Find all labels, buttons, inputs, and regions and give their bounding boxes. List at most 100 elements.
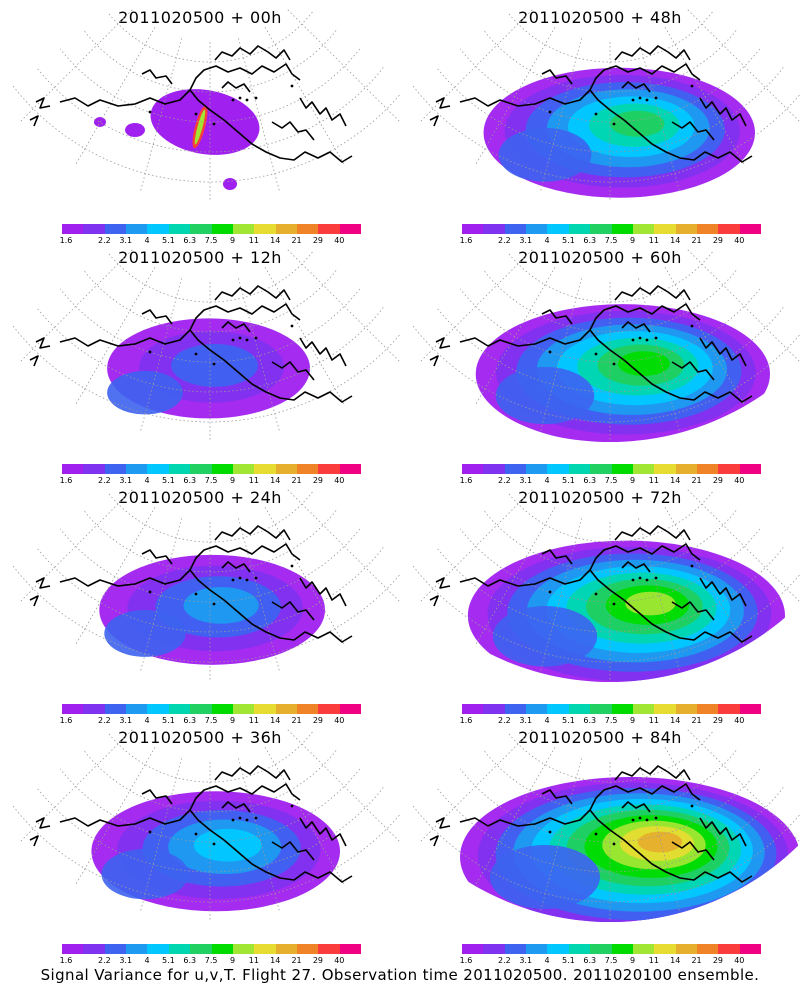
colorbar-tick-label: 40 bbox=[334, 956, 345, 965]
polar-map bbox=[412, 9, 800, 202]
colorbar-swatch bbox=[462, 704, 484, 714]
colorbar-tick-label: 21 bbox=[291, 476, 302, 485]
colorbar-tick-label: 6.3 bbox=[183, 956, 197, 965]
colorbar-tick-label: 7.5 bbox=[604, 476, 618, 485]
colorbar-tick-label: 29 bbox=[312, 236, 324, 245]
colorbar-labels: 1.6 2.2 3.1 4 5.1 6.3 7.5 9 11 14 21 29 40 bbox=[60, 956, 361, 966]
colorbar-swatch bbox=[211, 944, 233, 954]
forecast-panel: 2011020500 + 12h 1.6 2.2 3.1 4 5.1 6.3 7.5 9 11 14… bbox=[0, 242, 400, 487]
colorbar-tick-label: 5.1 bbox=[562, 476, 575, 485]
colorbar bbox=[62, 944, 362, 954]
panel-title: 2011020500 + 48h bbox=[518, 8, 682, 27]
colorbar-tick-label: 21 bbox=[691, 236, 702, 245]
colorbar-tick-label: 14 bbox=[270, 476, 281, 485]
variance-field bbox=[91, 791, 341, 912]
colorbar-tick-label: 3.1 bbox=[519, 956, 533, 965]
colorbar-tick-label: 4 bbox=[544, 476, 550, 485]
colorbar-tick-label: 11 bbox=[248, 956, 259, 965]
colorbar-tick-label: 9 bbox=[629, 716, 636, 725]
polar-map bbox=[12, 489, 400, 682]
colorbar-tick-label: 2.2 bbox=[497, 716, 511, 725]
colorbar-tick-label: 29 bbox=[712, 956, 724, 965]
colorbar-tick-label: 6.3 bbox=[583, 236, 597, 245]
forecast-panel: 2011020500 + 72h 1.6 2.2 3.1 4 5.1 6.3 7.5 9 11 14… bbox=[400, 482, 800, 727]
colorbar-tick-label: 1.6 bbox=[59, 476, 73, 485]
variance-field bbox=[483, 67, 755, 198]
colorbar-tick-label: 2.2 bbox=[497, 236, 511, 245]
forecast-panel: 2011020500 + 36h 1.6 2.2 3.1 4 5.1 6.3 7.5 9 11 14… bbox=[0, 722, 400, 967]
colorbar-swatch bbox=[318, 944, 340, 954]
colorbar-tick-label: 1.6 bbox=[459, 236, 473, 245]
colorbar-swatch bbox=[462, 464, 484, 474]
colorbar-labels: 1.6 2.2 3.1 4 5.1 6.3 7.5 9 11 14 21 29 40 bbox=[459, 476, 761, 486]
colorbar-swatch bbox=[296, 944, 319, 954]
colorbar-swatch bbox=[339, 944, 362, 954]
colorbar-labels: 1.6 2.2 3.1 4 5.1 6.3 7.5 9 11 14 21 29 40 bbox=[460, 956, 761, 966]
colorbar-tick-label: 2.2 bbox=[97, 476, 111, 485]
panel-title: 2011020500 + 60h bbox=[518, 248, 682, 267]
colorbar-swatch bbox=[526, 224, 548, 234]
colorbar-swatch bbox=[504, 224, 527, 234]
colorbar bbox=[62, 704, 362, 714]
colorbar-swatch bbox=[632, 464, 655, 474]
colorbar-swatch bbox=[62, 944, 84, 954]
colorbar-swatch bbox=[83, 464, 105, 474]
colorbar-swatch bbox=[83, 944, 105, 954]
colorbar-swatch bbox=[718, 224, 740, 234]
colorbar bbox=[62, 464, 362, 474]
colorbar-swatch bbox=[126, 944, 148, 954]
colorbar-swatch bbox=[526, 944, 548, 954]
colorbar bbox=[62, 224, 362, 234]
colorbar-tick-label: 3.1 bbox=[519, 236, 533, 245]
colorbar-tick-label: 21 bbox=[691, 956, 702, 965]
colorbar-tick-label: 5.1 bbox=[162, 716, 175, 725]
coastlines bbox=[29, 285, 353, 403]
colorbar-tick-label: 4 bbox=[144, 956, 150, 965]
colorbar-tick-label: 1.6 bbox=[459, 476, 473, 485]
forecast-panel: 2011020500 + 24h 1.6 2.2 3.1 4 5.1 6.3 7.5 9 11 14… bbox=[0, 482, 400, 727]
colorbar-swatch bbox=[739, 464, 762, 474]
colorbar-swatch bbox=[254, 464, 276, 474]
colorbar-tick-label: 21 bbox=[291, 236, 302, 245]
colorbar-swatch bbox=[590, 464, 612, 474]
colorbar-swatch bbox=[339, 224, 362, 234]
colorbar-tick-label: 29 bbox=[312, 476, 324, 485]
polar-map bbox=[12, 9, 400, 202]
colorbar-swatch bbox=[654, 224, 676, 234]
colorbar-swatch bbox=[526, 464, 548, 474]
colorbar-swatch bbox=[547, 944, 569, 954]
colorbar-tick-label: 2.2 bbox=[97, 716, 111, 725]
colorbar-swatch bbox=[254, 224, 276, 234]
colorbar-swatch bbox=[62, 224, 84, 234]
colorbar-swatch bbox=[483, 704, 505, 714]
coastlines bbox=[429, 45, 753, 163]
colorbar-swatch bbox=[83, 704, 105, 714]
colorbar-swatch bbox=[126, 464, 148, 474]
polar-map bbox=[412, 489, 800, 682]
variance-field bbox=[467, 540, 785, 682]
colorbar-swatch bbox=[568, 944, 591, 954]
panel-title: 2011020500 + 84h bbox=[518, 728, 682, 747]
polar-map bbox=[412, 249, 800, 442]
colorbar bbox=[462, 224, 762, 234]
colorbar-swatch bbox=[190, 704, 212, 714]
colorbar-tick-label: 5.1 bbox=[562, 236, 575, 245]
colorbar-swatch bbox=[632, 224, 655, 234]
forecast-panel: 2011020500 + 84h 1.6 2.2 3.1 4 5.1 6.3 7.5 9 11 14… bbox=[400, 722, 800, 967]
colorbar-tick-label: 2.2 bbox=[97, 236, 111, 245]
colorbar-tick-label: 7.5 bbox=[604, 716, 618, 725]
colorbar-swatch bbox=[232, 224, 255, 234]
colorbar-tick-label: 11 bbox=[648, 236, 659, 245]
coastlines bbox=[429, 765, 753, 883]
colorbar-tick-label: 1.6 bbox=[59, 716, 73, 725]
colorbar-swatch bbox=[254, 944, 276, 954]
colorbar-tick-label: 14 bbox=[670, 236, 681, 245]
forecast-panel: 2011020500 + 60h 1.6 2.2 3.1 4 5.1 6.3 7.5 9 11 14… bbox=[400, 242, 800, 487]
colorbar-swatch bbox=[718, 464, 740, 474]
forecast-panel: 2011020500 + 48h 1.6 2.2 3.1 4 5.1 6.3 7.5 9 11 14… bbox=[400, 2, 800, 247]
colorbar-swatch bbox=[318, 464, 340, 474]
coastlines bbox=[29, 765, 353, 883]
colorbar-tick-label: 6.3 bbox=[583, 476, 597, 485]
colorbar-tick-label: 7.5 bbox=[204, 956, 218, 965]
colorbar-swatch bbox=[147, 704, 169, 714]
